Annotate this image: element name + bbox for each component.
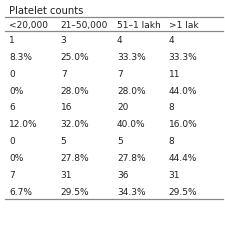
Text: 44.0%: 44.0% (169, 87, 197, 96)
Text: 7: 7 (61, 70, 67, 79)
Text: 6.7%: 6.7% (9, 188, 32, 197)
Text: 3: 3 (61, 36, 67, 45)
Text: 6: 6 (9, 104, 15, 112)
Text: 11: 11 (169, 70, 180, 79)
Text: 31: 31 (61, 171, 72, 180)
Text: 0%: 0% (9, 154, 23, 163)
Text: 44.4%: 44.4% (169, 154, 197, 163)
Text: >1 lak: >1 lak (169, 21, 198, 30)
Text: 31: 31 (169, 171, 180, 180)
Text: 33.3%: 33.3% (117, 53, 146, 62)
Text: 8.3%: 8.3% (9, 53, 32, 62)
Text: 5: 5 (117, 137, 123, 146)
Text: 5: 5 (61, 137, 67, 146)
Text: 20: 20 (117, 104, 128, 112)
Text: 34.3%: 34.3% (117, 188, 146, 197)
Text: 1: 1 (9, 36, 15, 45)
Text: 25.0%: 25.0% (61, 53, 89, 62)
Text: Platelet counts: Platelet counts (9, 6, 83, 16)
Text: <20,000: <20,000 (9, 21, 48, 30)
Text: 7: 7 (9, 171, 15, 180)
Text: 16: 16 (61, 104, 72, 112)
Text: 0: 0 (9, 70, 15, 79)
Text: 4: 4 (117, 36, 123, 45)
Text: 21–50,000: 21–50,000 (61, 21, 108, 30)
Text: 51–1 lakh: 51–1 lakh (117, 21, 161, 30)
Text: 32.0%: 32.0% (61, 120, 89, 129)
Text: 0: 0 (9, 137, 15, 146)
Text: 40.0%: 40.0% (117, 120, 146, 129)
Text: 29.5%: 29.5% (61, 188, 89, 197)
Text: 0%: 0% (9, 87, 23, 96)
Text: 36: 36 (117, 171, 128, 180)
Text: 27.8%: 27.8% (61, 154, 89, 163)
Text: 7: 7 (117, 70, 123, 79)
Text: 29.5%: 29.5% (169, 188, 197, 197)
Text: 28.0%: 28.0% (117, 87, 146, 96)
Text: 27.8%: 27.8% (117, 154, 146, 163)
Text: 4: 4 (169, 36, 174, 45)
Text: 16.0%: 16.0% (169, 120, 198, 129)
Text: 33.3%: 33.3% (169, 53, 198, 62)
Text: 12.0%: 12.0% (9, 120, 38, 129)
Text: 8: 8 (169, 104, 175, 112)
Text: 8: 8 (169, 137, 175, 146)
Text: 28.0%: 28.0% (61, 87, 89, 96)
